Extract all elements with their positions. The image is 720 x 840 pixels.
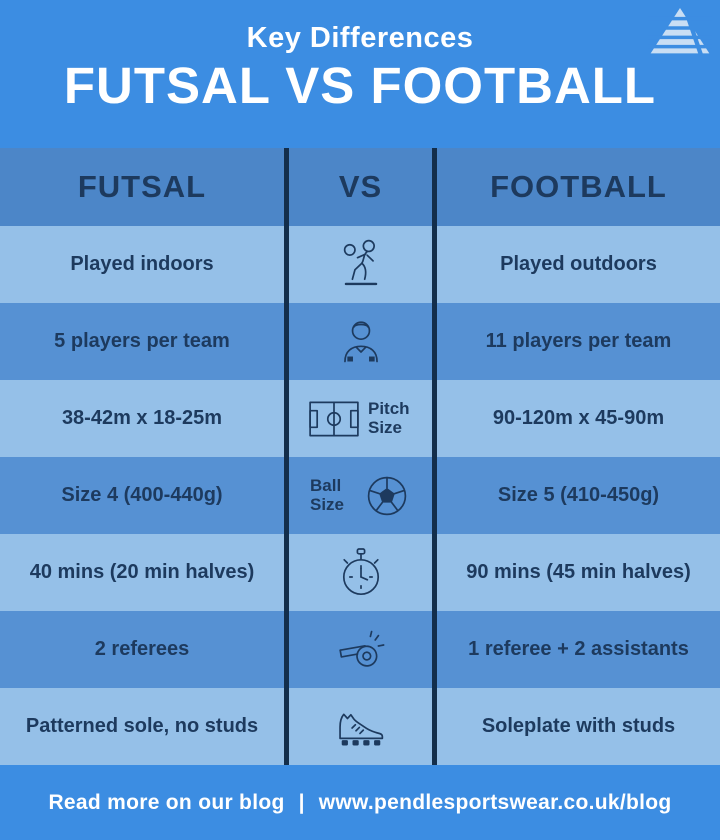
footer-blog-link[interactable]: www.pendlesportswear.co.uk/blog: [318, 790, 672, 814]
table-row-players: 5 players per team 11 players per team: [0, 303, 720, 380]
comparison-table: FUTSAL VS FOOTBALL Played indoors Played…: [0, 148, 720, 765]
futsal-value: Played indoors: [70, 253, 214, 275]
player-icon: [335, 316, 387, 368]
football-value: Soleplate with studs: [481, 715, 676, 737]
page-footer: Read more on our blog | www.pendlesports…: [0, 765, 720, 840]
table-row-match-length: 40 mins (20 min halves) 90 mins (45 min …: [0, 534, 720, 611]
futsal-value: 5 players per team: [54, 330, 230, 352]
footer-cta: Read more on our blog: [48, 790, 285, 814]
pitch-icon: [307, 397, 361, 441]
table-header-row: FUTSAL VS FOOTBALL: [0, 148, 720, 226]
futsal-value: Patterned sole, no studs: [25, 715, 259, 737]
football-value: 90 mins (45 min halves): [466, 561, 691, 583]
pendle-logo-icon: [648, 4, 712, 57]
page-title: FUTSAL VS FOOTBALL: [63, 57, 657, 114]
column-header-vs: VS: [284, 148, 437, 226]
football-value: 1 referee + 2 assistants: [468, 638, 689, 660]
whistle-icon: [334, 626, 388, 674]
footer-divider: |: [298, 790, 305, 814]
football-value: Size 5 (410-450g): [497, 484, 660, 506]
icon-label: Pitch Size: [368, 399, 410, 437]
page-subtitle: Key Differences: [246, 22, 474, 54]
table-row-environment: Played indoors Played outdoors: [0, 226, 720, 303]
futsal-value: 38-42m x 18-25m: [61, 407, 223, 429]
footballer-kicking-icon: [335, 237, 387, 293]
football-value: Played outdoors: [500, 253, 657, 275]
football-ball-icon: [363, 472, 411, 520]
column-header-futsal: FUTSAL: [77, 169, 207, 204]
table-row-referees: 2 referees 1 referee + 2 assistants: [0, 611, 720, 688]
table-row-footwear: Patterned sole, no studs Soleplate with …: [0, 688, 720, 765]
column-header-football: FOOTBALL: [490, 169, 667, 204]
page-header: Key Differences FUTSAL VS FOOTBALL: [0, 0, 720, 148]
table-row-ball-size: Size 4 (400-440g) Ball Size Size 5 (410-…: [0, 457, 720, 534]
football-value: 90-120m x 45-90m: [492, 407, 665, 429]
futsal-value: Size 4 (400-440g): [61, 484, 223, 506]
table-row-pitch-size: 38-42m x 18-25m Pitch Size 90-120m x 45-…: [0, 380, 720, 457]
stopwatch-icon: [337, 547, 385, 599]
football-boot-icon: [333, 703, 389, 745]
icon-label: Ball Size: [310, 476, 345, 514]
futsal-value: 40 mins (20 min halves): [29, 561, 255, 583]
futsal-value: 2 referees: [94, 638, 190, 660]
football-value: 11 players per team: [485, 330, 672, 352]
